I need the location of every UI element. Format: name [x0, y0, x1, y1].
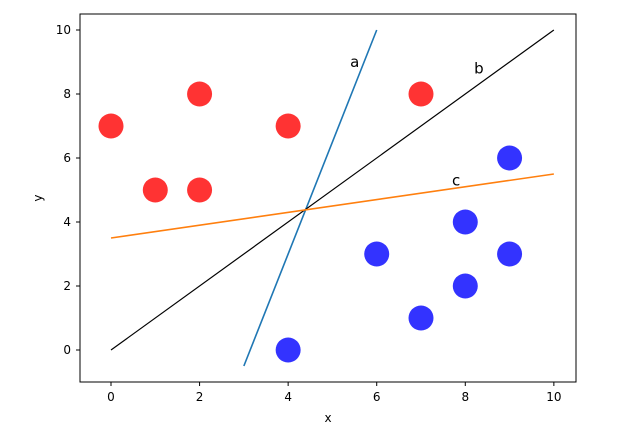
y-tick-label: 0	[63, 343, 71, 357]
blue-point	[452, 273, 478, 299]
blue-point	[497, 241, 523, 267]
axes-frame	[79, 13, 577, 383]
y-tick-label: 4	[63, 215, 71, 229]
x-tick-label: 0	[107, 390, 115, 404]
line-c	[110, 173, 554, 239]
x-axis-ticks: 0 2 4 6 8 10	[107, 382, 561, 404]
plot-points	[98, 81, 523, 363]
red-point	[275, 113, 301, 139]
blue-point	[364, 241, 390, 267]
line-a	[243, 29, 378, 367]
line-label-a: a	[350, 53, 359, 71]
y-tick-label: 6	[63, 151, 71, 165]
blue-point	[275, 337, 301, 363]
y-tick-label: 8	[63, 87, 71, 101]
x-tick-label: 6	[373, 390, 381, 404]
x-tick-label: 4	[284, 390, 292, 404]
x-tick-label: 10	[546, 390, 561, 404]
blue-point	[408, 305, 434, 331]
line-label-c: c	[452, 171, 460, 189]
blue-point	[497, 145, 523, 171]
plot-annotations: a b c	[350, 53, 484, 189]
line-label-b: b	[474, 59, 484, 77]
y-tick-label: 10	[56, 23, 71, 37]
plot-lines	[110, 29, 555, 367]
y-tick-label: 2	[63, 279, 71, 293]
x-tick-label: 8	[461, 390, 469, 404]
red-point	[98, 113, 124, 139]
x-tick-label: 2	[196, 390, 204, 404]
red-point	[187, 81, 213, 107]
y-axis-ticks: 0 2 4 6 8 10	[56, 23, 80, 357]
x-axis-label: x	[324, 411, 331, 425]
red-point	[408, 81, 434, 107]
red-point	[187, 177, 213, 203]
blue-point	[452, 209, 478, 235]
line-b	[110, 29, 555, 351]
red-point	[142, 177, 168, 203]
y-axis-label: y	[31, 194, 45, 201]
